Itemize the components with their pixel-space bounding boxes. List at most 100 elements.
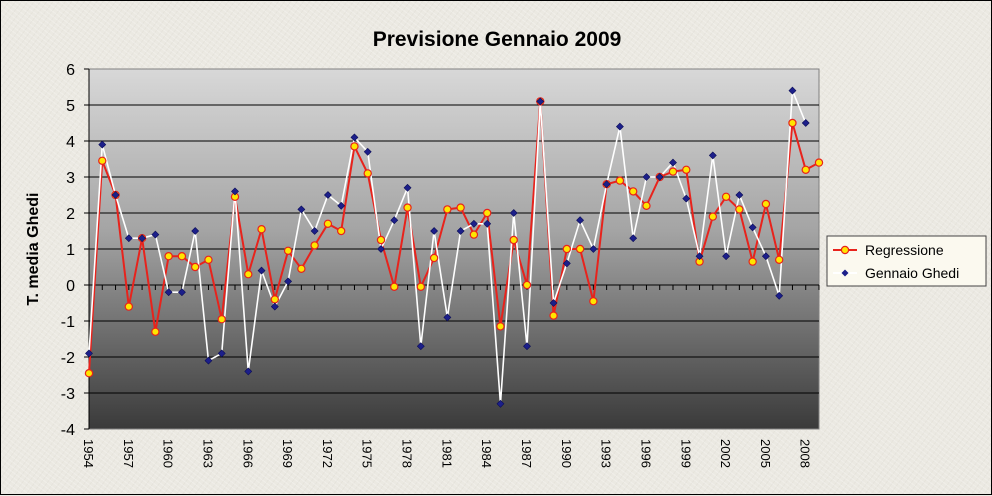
data-point-gennaio-ghedi: [775, 291, 784, 300]
y-tick-label: -3: [61, 386, 75, 403]
y-tick-label: -4: [61, 422, 75, 439]
data-point-regressione: [429, 253, 439, 263]
data-point-regressione: [761, 199, 771, 209]
data-point-regressione: [549, 311, 558, 320]
data-point-gennaio-ghedi: [138, 234, 147, 243]
legend-label: Gennaio Ghedi: [865, 265, 959, 281]
data-point-gennaio-ghedi: [496, 399, 505, 408]
data-point-gennaio-ghedi: [337, 201, 346, 210]
data-point-gennaio-ghedi: [217, 349, 226, 358]
data-point-regressione: [283, 246, 293, 255]
data-point-regressione: [509, 235, 518, 245]
data-point-gennaio-ghedi: [629, 234, 638, 243]
x-tick-label: 2008: [798, 439, 813, 468]
x-tick-label: 1972: [320, 439, 335, 468]
x-tick-label: 1954: [81, 439, 96, 468]
legend-box: [826, 235, 987, 287]
x-tick-label: 1987: [519, 439, 534, 468]
data-point-gennaio-ghedi: [576, 216, 585, 225]
data-point-regressione: [721, 192, 731, 201]
data-point-gennaio-ghedi: [523, 342, 531, 351]
data-point-regressione: [615, 176, 625, 185]
data-point-gennaio-ghedi: [323, 191, 332, 199]
x-tick-label: 2002: [718, 439, 733, 468]
data-point-gennaio-ghedi: [124, 234, 133, 243]
data-point-regressione: [774, 255, 784, 264]
data-point-gennaio-ghedi: [350, 133, 359, 142]
data-point-regressione: [323, 219, 333, 228]
y-tick-label: 5: [66, 98, 75, 115]
data-point-regressione: [350, 142, 359, 151]
data-point-gennaio-ghedi: [682, 194, 691, 203]
data-point-gennaio-ghedi: [231, 187, 239, 196]
data-point-gennaio-ghedi: [416, 342, 425, 351]
y-tick-label: 0: [66, 278, 75, 295]
data-point-regressione: [98, 156, 107, 165]
data-point-gennaio-ghedi: [377, 245, 385, 253]
data-point-regressione: [390, 282, 399, 291]
x-tick-label: 1966: [240, 439, 255, 468]
data-point-gennaio-ghedi: [310, 227, 319, 235]
data-point-gennaio-ghedi: [191, 227, 200, 235]
data-point-regressione: [456, 203, 465, 212]
data-point-regressione: [336, 226, 346, 236]
data-point-gennaio-ghedi: [363, 147, 372, 156]
data-point-regressione: [416, 282, 426, 291]
data-point-regressione: [257, 224, 266, 234]
x-tick-label: 1996: [638, 439, 653, 468]
data-point-gennaio-ghedi: [177, 288, 186, 297]
data-point-gennaio-ghedi: [244, 367, 253, 376]
data-point-regressione: [204, 255, 213, 264]
data-point-regressione: [748, 257, 757, 266]
data-point-regressione: [562, 244, 572, 254]
data-point-regressione: [589, 297, 598, 306]
data-point-gennaio-ghedi: [708, 151, 717, 160]
x-tick-label: 1957: [121, 439, 136, 468]
data-point-gennaio-ghedi: [801, 119, 810, 127]
data-point-regressione: [297, 264, 306, 273]
data-point-regressione: [177, 251, 187, 261]
legend-marker: [841, 269, 849, 277]
data-point-gennaio-ghedi: [204, 356, 213, 365]
data-point-regressione: [522, 280, 532, 290]
x-tick-label: 1993: [599, 439, 614, 468]
data-point-gennaio-ghedi: [536, 97, 545, 106]
data-point-regressione: [363, 169, 372, 178]
data-point-regressione: [628, 187, 638, 196]
data-point-gennaio-ghedi: [257, 266, 266, 275]
data-point-gennaio-ghedi: [788, 86, 797, 95]
data-point-gennaio-ghedi: [390, 216, 399, 225]
x-tick-label: 1990: [559, 439, 574, 468]
data-point-regressione: [482, 208, 492, 218]
y-tick-label: 1: [66, 242, 75, 259]
x-tick-label: 2005: [758, 439, 773, 468]
chart-title: Previsione Gennaio 2009: [373, 28, 622, 51]
data-point-regressione: [310, 241, 319, 250]
data-point-gennaio-ghedi: [562, 259, 571, 268]
data-point-regressione: [151, 327, 160, 336]
data-point-regressione: [443, 205, 452, 214]
data-point-gennaio-ghedi: [669, 158, 677, 167]
x-tick-label: 1969: [280, 439, 295, 468]
data-point-regressione: [190, 262, 200, 272]
x-tick-label: 1978: [400, 439, 415, 468]
data-point-gennaio-ghedi: [270, 302, 279, 311]
data-point-gennaio-ghedi: [164, 288, 173, 297]
data-point-gennaio-ghedi: [456, 227, 465, 235]
data-point-gennaio-ghedi: [509, 209, 518, 217]
data-point-gennaio-ghedi: [284, 277, 293, 286]
data-point-gennaio-ghedi: [722, 252, 731, 261]
data-point-gennaio-ghedi: [151, 230, 160, 239]
data-point-gennaio-ghedi: [469, 219, 478, 228]
data-point-regressione: [164, 251, 173, 261]
data-point-gennaio-ghedi: [748, 223, 757, 232]
data-point-gennaio-ghedi: [483, 219, 492, 228]
data-point-gennaio-ghedi: [403, 183, 412, 192]
data-point-gennaio-ghedi: [98, 140, 107, 149]
data-point-regressione: [575, 244, 585, 254]
y-tick-label: 4: [66, 134, 75, 151]
data-point-gennaio-ghedi: [761, 252, 770, 261]
data-point-gennaio-ghedi: [297, 205, 306, 214]
data-point-regressione: [814, 158, 824, 167]
